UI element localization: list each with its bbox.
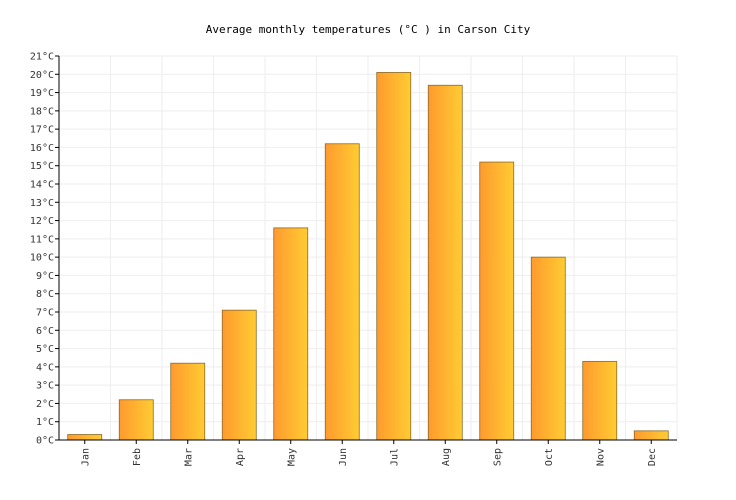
y-tick-label: 16°C bbox=[30, 143, 54, 154]
bar-dec bbox=[633, 430, 669, 441]
bar-mar bbox=[170, 362, 206, 441]
x-tick-label-jun: Jun bbox=[338, 448, 349, 466]
y-tick-label: 0°C bbox=[36, 436, 54, 447]
y-tick-label: 8°C bbox=[36, 289, 54, 300]
y-tick-label: 3°C bbox=[36, 381, 54, 392]
y-axis-ticks: 0°C 1°C 2°C 3°C 4°C 5°C 6°C 7°C 8°C 9°C 10°C 11°C 12… bbox=[30, 52, 59, 447]
y-tick-label: 7°C bbox=[36, 308, 54, 319]
y-tick-label: 20°C bbox=[30, 70, 54, 81]
y-tick-label: 18°C bbox=[30, 106, 54, 117]
x-tick-label-nov: Nov bbox=[595, 448, 606, 466]
x-tick-label-may: May bbox=[286, 448, 297, 466]
y-tick-label: 21°C bbox=[30, 52, 54, 63]
bar-aug bbox=[427, 84, 463, 441]
y-tick-label: 9°C bbox=[36, 271, 54, 282]
y-tick-label: 2°C bbox=[36, 399, 54, 410]
bar-sep bbox=[479, 161, 515, 441]
bar-may bbox=[273, 227, 309, 441]
y-tick-label: 1°C bbox=[36, 417, 54, 428]
bar-apr bbox=[221, 309, 257, 441]
x-tick-label-oct: Oct bbox=[544, 448, 555, 466]
x-tick-label-jan: Jan bbox=[80, 448, 91, 466]
chart-title: Average monthly temperatures (°C ) in Ca… bbox=[206, 23, 531, 36]
x-tick-label-sep: Sep bbox=[492, 448, 503, 466]
bars-group bbox=[67, 72, 669, 441]
bar-feb bbox=[118, 399, 154, 441]
x-tick-label-mar: Mar bbox=[183, 448, 194, 466]
y-tick-label: 10°C bbox=[30, 253, 54, 264]
y-tick-label: 14°C bbox=[30, 180, 54, 191]
y-tick-label: 13°C bbox=[30, 198, 54, 209]
y-tick-label: 11°C bbox=[30, 234, 54, 245]
y-tick-label: 4°C bbox=[36, 362, 54, 373]
bar-jan bbox=[67, 434, 103, 441]
bar-oct bbox=[530, 256, 566, 441]
bar-jul bbox=[376, 72, 412, 441]
x-axis-ticks: Jan Feb Mar Apr May Jun Jul Aug Sep Oct Nov Dec bbox=[80, 440, 658, 466]
y-tick-label: 6°C bbox=[36, 326, 54, 337]
x-tick-label-feb: Feb bbox=[132, 448, 143, 466]
bar-jun bbox=[324, 143, 360, 441]
x-tick-label-jul: Jul bbox=[389, 448, 400, 466]
y-tick-label: 5°C bbox=[36, 344, 54, 355]
x-tick-label-aug: Aug bbox=[441, 448, 452, 466]
x-tick-label-apr: Apr bbox=[235, 448, 246, 466]
y-tick-label: 17°C bbox=[30, 125, 54, 136]
bar-nov bbox=[582, 360, 618, 441]
y-tick-label: 15°C bbox=[30, 161, 54, 172]
y-tick-label: 12°C bbox=[30, 216, 54, 227]
y-tick-label: 19°C bbox=[30, 88, 54, 99]
x-tick-label-dec: Dec bbox=[647, 448, 658, 466]
